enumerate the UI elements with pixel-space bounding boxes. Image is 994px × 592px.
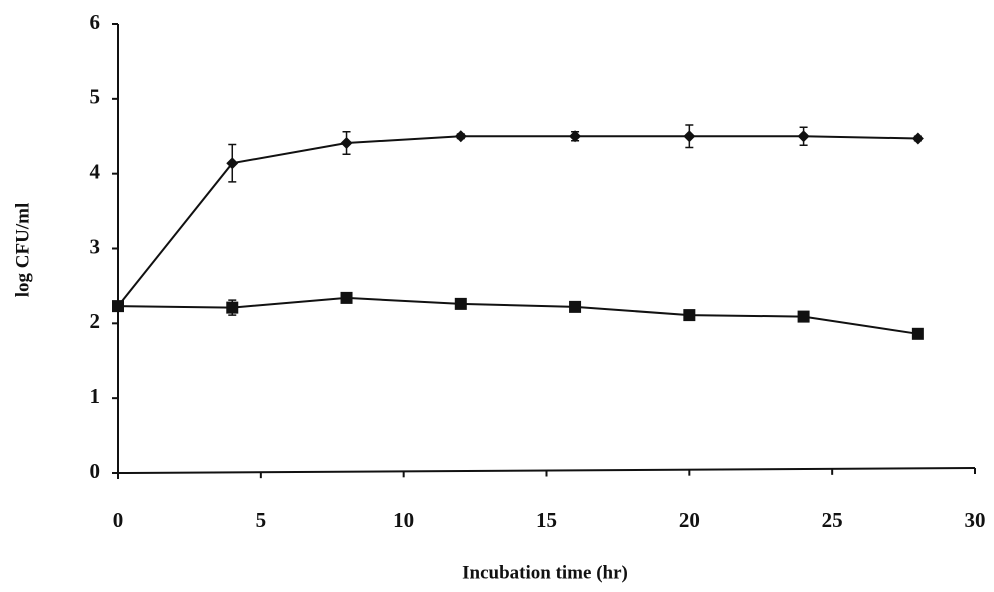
x-tick-label: 30 xyxy=(965,508,986,532)
series-line xyxy=(118,136,918,306)
x-tick-label: 20 xyxy=(679,508,700,532)
y-tick-label: 5 xyxy=(90,85,101,109)
y-tick-label: 4 xyxy=(90,159,101,183)
marker xyxy=(112,300,124,312)
marker xyxy=(341,137,353,149)
marker xyxy=(798,130,810,142)
marker xyxy=(683,309,695,321)
y-tick-label: 2 xyxy=(90,309,101,333)
marker xyxy=(798,311,810,323)
x-axis-title: Incubation time (hr) xyxy=(462,562,628,583)
marker xyxy=(569,130,581,142)
y-tick-label: 3 xyxy=(90,234,101,258)
y-tick-label: 0 xyxy=(90,459,101,483)
x-tick-label: 25 xyxy=(822,508,843,532)
marker xyxy=(912,132,924,144)
marker xyxy=(455,298,467,310)
marker xyxy=(912,328,924,340)
page: {"chart_data": {"type": "line", "x_label… xyxy=(0,0,994,592)
marker xyxy=(683,130,695,142)
marker xyxy=(341,292,353,304)
marker xyxy=(455,130,467,142)
chart: Incubation time (hr) log CFU/ml 0 1 2 3 4 5 6 0… xyxy=(0,0,994,592)
y-tick-label: 6 xyxy=(90,10,101,34)
x-tick-label: 15 xyxy=(536,508,557,532)
marker xyxy=(226,302,238,314)
y-axis-title: log CFU/ml xyxy=(12,203,33,297)
x-tick-label: 0 xyxy=(113,508,124,532)
x-tick-label: 5 xyxy=(256,508,267,532)
y-tick-label: 1 xyxy=(90,384,101,408)
marker xyxy=(569,301,581,313)
x-tick-label: 10 xyxy=(393,508,414,532)
